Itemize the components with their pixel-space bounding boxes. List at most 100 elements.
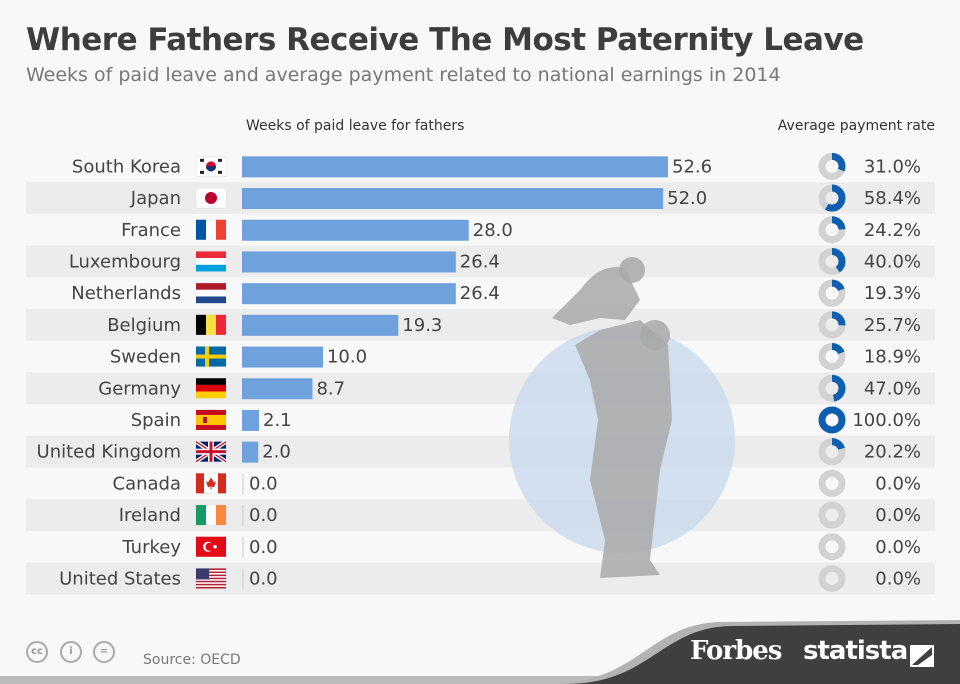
rate-donut-fill [818, 247, 846, 275]
flag-stripe [196, 568, 226, 570]
flag-band [218, 473, 226, 494]
rate-donut-fill [818, 152, 846, 180]
chart-row: Spain 2.1 100.0% [131, 406, 921, 434]
chart-row: Germany 8.7 47.0% [98, 374, 921, 402]
rate-value-label: 19.3% [864, 283, 921, 304]
spain-flag-icon [195, 409, 227, 431]
country-label: France [121, 220, 181, 241]
chart-row: Ireland 0.0 0.0% [119, 501, 921, 529]
chart-row: France 28.0 24.2% [121, 216, 921, 244]
father-baby-illustration [509, 257, 735, 578]
flag-stripe [216, 219, 226, 240]
rate-donut-track [818, 564, 846, 592]
netherlands-flag-icon [195, 282, 227, 304]
sweden-flag-icon [195, 346, 227, 367]
flag-trigram [218, 170, 222, 174]
flag-stripe [196, 258, 226, 265]
canada-flag-icon [195, 473, 227, 494]
father-silhouette [575, 320, 672, 578]
rate-donut-fill [818, 216, 846, 244]
leave-value-label: 0.0 [249, 568, 278, 589]
japan-flag-icon [195, 187, 227, 209]
flag-star [213, 544, 217, 549]
rate-donut-fill [818, 343, 846, 371]
flag-stripe [196, 283, 226, 290]
flag-stripe [196, 314, 206, 335]
leave-bar [242, 251, 456, 273]
belgium-flag-icon [195, 314, 227, 336]
chart-row: Luxembourg 26.4 40.0% [69, 247, 921, 275]
row-background [26, 499, 935, 531]
leave-bar [242, 156, 668, 178]
leave-value-label: 26.4 [460, 251, 500, 272]
flag-maple-leaf [206, 477, 216, 490]
leave-bar [242, 314, 399, 336]
statista-logo: statista [803, 636, 908, 666]
chart-row: Belgium 19.3 25.7% [107, 311, 921, 339]
rate-value-label: 40.0% [864, 251, 921, 272]
rate-value-label: 18.9% [864, 347, 921, 368]
rate-donut-fill [818, 374, 846, 402]
rate-value-label: 31.0% [864, 156, 921, 177]
bar-column-header: Weeks of paid leave for fathers [246, 118, 465, 134]
country-label: Spain [131, 410, 181, 431]
france-flag-icon [195, 219, 227, 240]
flag-cross [196, 450, 226, 454]
rate-value-label: 100.0% [852, 410, 921, 431]
flag-emblem [205, 192, 217, 205]
baby-silhouette [552, 266, 640, 325]
rate-value-label: 0.0% [875, 568, 921, 589]
flag-stripe [216, 505, 226, 526]
country-label: United States [59, 568, 181, 589]
rate-donut-fill [818, 438, 846, 466]
leave-bar [242, 378, 313, 400]
flag-stripe [196, 251, 226, 259]
source-note: Source: OECD [143, 652, 241, 668]
rate-donut-track [818, 533, 846, 561]
flag-stripe [196, 577, 226, 580]
flag-stripe [196, 505, 206, 526]
country-label: Japan [130, 188, 181, 209]
flag-crescent [205, 542, 214, 551]
flag-canton [196, 568, 209, 580]
row-background [26, 562, 935, 595]
luxembourg-flag-icon [195, 251, 227, 272]
country-label: South Korea [72, 156, 181, 177]
footer-shape-dark [565, 624, 960, 684]
rate-value-label: 58.4% [864, 188, 921, 209]
rate-column-header: Average payment rate [777, 118, 935, 134]
flag-stripe [196, 296, 226, 304]
flag-band [196, 473, 204, 494]
flag-emblem [206, 166, 216, 172]
country-label: Germany [98, 378, 181, 399]
turkey-flag-icon [195, 536, 227, 557]
flag-trigram [200, 170, 204, 174]
baby-head [619, 257, 645, 283]
country-label: Netherlands [71, 283, 181, 304]
rate-value-label: 24.2% [864, 220, 921, 241]
leave-value-label: 8.7 [316, 378, 345, 399]
row-background [26, 435, 935, 468]
statista-logo-mark-slash [912, 647, 932, 665]
flag-emblem [203, 416, 207, 423]
flag-stripe [196, 571, 226, 574]
chart-subtitle: Weeks of paid leave and average payment … [26, 64, 781, 86]
rate-donut-fill [818, 184, 846, 212]
chart-row: Turkey 0.0 0.0% [121, 533, 921, 561]
flag-stripe [196, 586, 226, 589]
south-korea-flag-icon [195, 156, 227, 177]
flag-stripe [196, 574, 226, 577]
rate-value-label: 0.0% [875, 537, 921, 558]
country-label: Ireland [119, 505, 181, 526]
chart-row: United Kingdom 2.0 20.2% [37, 438, 921, 466]
leave-value-label: 28.0 [473, 220, 513, 241]
country-label: Turkey [121, 537, 181, 558]
flag-stripe [206, 314, 216, 335]
chart-row: Netherlands 26.4 19.3% [71, 279, 921, 307]
leave-value-label: 52.6 [672, 156, 712, 177]
leave-value-label: 19.3 [402, 315, 442, 336]
flag-stripe [206, 505, 216, 526]
leave-value-label: 26.4 [460, 283, 500, 304]
rate-donut-fill [818, 279, 846, 307]
